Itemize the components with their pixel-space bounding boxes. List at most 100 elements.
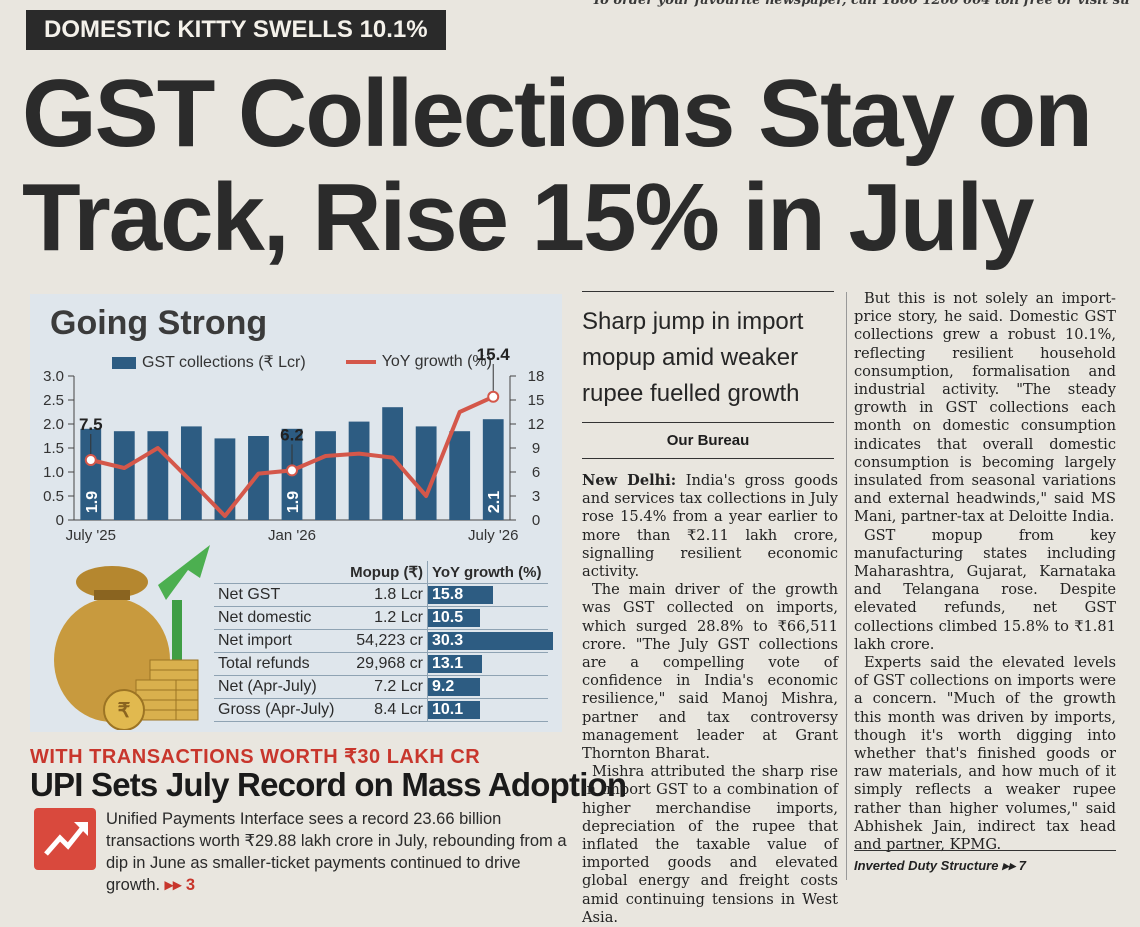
yoy-value: 9.2 <box>432 678 455 695</box>
trend-up-icon <box>34 808 96 870</box>
y-left-tick-label: 1.5 <box>43 440 64 457</box>
yoy-point <box>84 454 97 466</box>
y-right-tick-label: 0 <box>532 512 540 529</box>
dateline: New Delhi: <box>582 472 677 489</box>
table-cell-label: Net import <box>214 629 344 653</box>
table-cell-mopup: 54,223 cr <box>343 629 429 653</box>
col1-para-1-text: India's gross goods and services tax col… <box>582 472 839 581</box>
table-row: Total refunds 29,968 cr 13.1 <box>214 652 548 676</box>
table-header-label <box>214 561 344 584</box>
top-strip: To order your favourite newspaper, call … <box>592 0 1130 8</box>
headline-line-2: Track, Rise 15% in July <box>22 164 1035 271</box>
table-header-yoy: YoY growth (%) <box>427 561 548 584</box>
table-cell-mopup: 1.2 Lcr <box>343 606 429 630</box>
y-right-tick-label: 6 <box>532 464 540 481</box>
table-cell-yoy: 10.1 <box>427 698 548 722</box>
headline-line-1: GST Collections Stay on <box>22 60 1093 167</box>
yoy-bar <box>428 586 494 604</box>
money-bag-illustration: ₹ <box>54 545 210 730</box>
legend-line: YoY growth (%) <box>345 353 492 371</box>
legend-bars: GST collections (₹ Lcr) <box>112 352 306 372</box>
bar <box>315 431 336 520</box>
upi-kicker: WITH TRANSACTIONS WORTH ₹30 LAKH CR <box>30 746 481 768</box>
col1-para-2: The main driver of the growth was GST co… <box>582 581 838 763</box>
col2-para-1: But this is not solely an import-price s… <box>854 290 1116 526</box>
x-tick-label: Jan '26 <box>268 527 316 544</box>
table-cell-label: Net (Apr-July) <box>214 675 344 699</box>
upi-jump-link[interactable]: ▸▸ 3 <box>164 876 196 894</box>
bar <box>113 431 135 520</box>
table-cell-yoy: 10.5 <box>427 606 548 630</box>
table-cell-mopup: 7.2 Lcr <box>343 675 429 699</box>
col2-para-3: Experts said the elevated levels of GST … <box>854 654 1116 854</box>
legend-line-label: YoY growth (%) <box>381 353 492 370</box>
table-cell-yoy: 30.3 <box>427 629 554 653</box>
chart-legend: GST collections (₹ Lcr) YoY growth (%) <box>112 352 492 372</box>
bar-value-label: 1.9 <box>84 491 101 513</box>
bar <box>214 438 236 520</box>
y-right-tick-label: 15 <box>528 392 545 409</box>
article-column-2: But this is not solely an import-price s… <box>854 290 1116 854</box>
bar <box>348 421 370 520</box>
table-row: Net import 54,223 cr 30.3 <box>214 629 554 653</box>
upi-body-text: Unified Payments Interface sees a record… <box>106 810 567 894</box>
y-left-tick-label: 1.0 <box>43 464 64 481</box>
yoy-bar <box>428 678 480 696</box>
table-row: Net GST 1.8 Lcr 15.8 <box>214 583 548 607</box>
bar <box>180 426 202 520</box>
y-left-tick-label: 2.0 <box>43 416 64 433</box>
mopup-table: Mopup (₹) YoY growth (%) Net GST 1.8 Lcr 1… <box>214 561 554 722</box>
bar <box>248 436 269 520</box>
yoy-value: 10.1 <box>432 701 464 718</box>
table-cell-label: Gross (Apr-July) <box>214 698 344 722</box>
y-right-tick-label: 9 <box>532 440 540 457</box>
yoy-value: 13.1 <box>432 655 464 672</box>
byline: Our Bureau <box>666 432 750 449</box>
y-left-tick-label: 2.5 <box>43 392 64 409</box>
legend-bars-label: GST collections (₹ Lcr) <box>142 354 306 371</box>
column-divider <box>846 292 847 880</box>
section-kicker: DOMESTIC KITTY SWELLS 10.1% <box>26 10 446 50</box>
bar <box>482 419 504 520</box>
x-tick-label: July '25 <box>66 527 116 544</box>
bar <box>80 428 102 520</box>
table-row: Net domestic 1.2 Lcr 10.5 <box>214 606 548 630</box>
col2-para-2: GST mopup from key manufacturing states … <box>854 526 1116 653</box>
y-left-tick-label: 0 <box>56 512 64 529</box>
yoy-bar <box>428 632 554 650</box>
deck-top-rule <box>582 291 834 292</box>
chart-title: Going Strong <box>50 304 268 342</box>
deck-bottom-rule <box>582 422 834 423</box>
deck: Sharp jump in import mopup amid weaker r… <box>582 308 804 407</box>
table-cell-mopup: 29,968 cr <box>343 652 429 676</box>
yoy-point <box>286 464 298 477</box>
legend-bar-swatch <box>112 356 136 369</box>
y-right-tick-label: 18 <box>528 368 545 385</box>
yoy-value-label: 6.2 <box>280 425 304 444</box>
gst-chart: 0 0.5 1.0 1.5 2.0 2.5 3.0 0 3 6 9 12 15 18 1.9 1.9 2.1 7.… <box>43 345 545 544</box>
headline: GST Collections Stay on Track, Rise 15% … <box>22 62 1132 270</box>
table-cell-label: Total refunds <box>214 652 344 676</box>
table-row: Net (Apr-July) 7.2 Lcr 9.2 <box>214 675 548 699</box>
table-header-mopup: Mopup (₹) <box>343 561 429 584</box>
yoy-value-label: 15.4 <box>477 345 511 364</box>
x-tick-label: July '26 <box>468 527 518 544</box>
y-right-tick-label: 12 <box>528 416 545 433</box>
yoy-bar <box>428 655 483 673</box>
table-cell-label: Net domestic <box>214 606 344 630</box>
yoy-value: 30.3 <box>432 632 464 649</box>
yoy-bar <box>428 609 480 627</box>
col1-para-3: Mishra attributed the sharp rise in impo… <box>582 763 838 926</box>
upi-body: Unified Payments Interface sees a record… <box>106 808 568 896</box>
bar-value-label: 2.1 <box>486 491 503 513</box>
bar <box>449 431 471 520</box>
footer-rule <box>854 850 1116 851</box>
up-arrow-icon <box>158 545 210 600</box>
continued-link[interactable]: Inverted Duty Structure ▸▸ 7 <box>854 858 1026 873</box>
legend-line-swatch <box>345 359 376 364</box>
yoy-value-label: 7.5 <box>79 415 103 434</box>
article-column-1: New Delhi: India's gross goods and servi… <box>582 472 838 927</box>
yoy-value: 10.5 <box>432 609 464 626</box>
rupee-coin-icon <box>103 689 145 730</box>
bar-value-label: 1.9 <box>285 491 302 513</box>
